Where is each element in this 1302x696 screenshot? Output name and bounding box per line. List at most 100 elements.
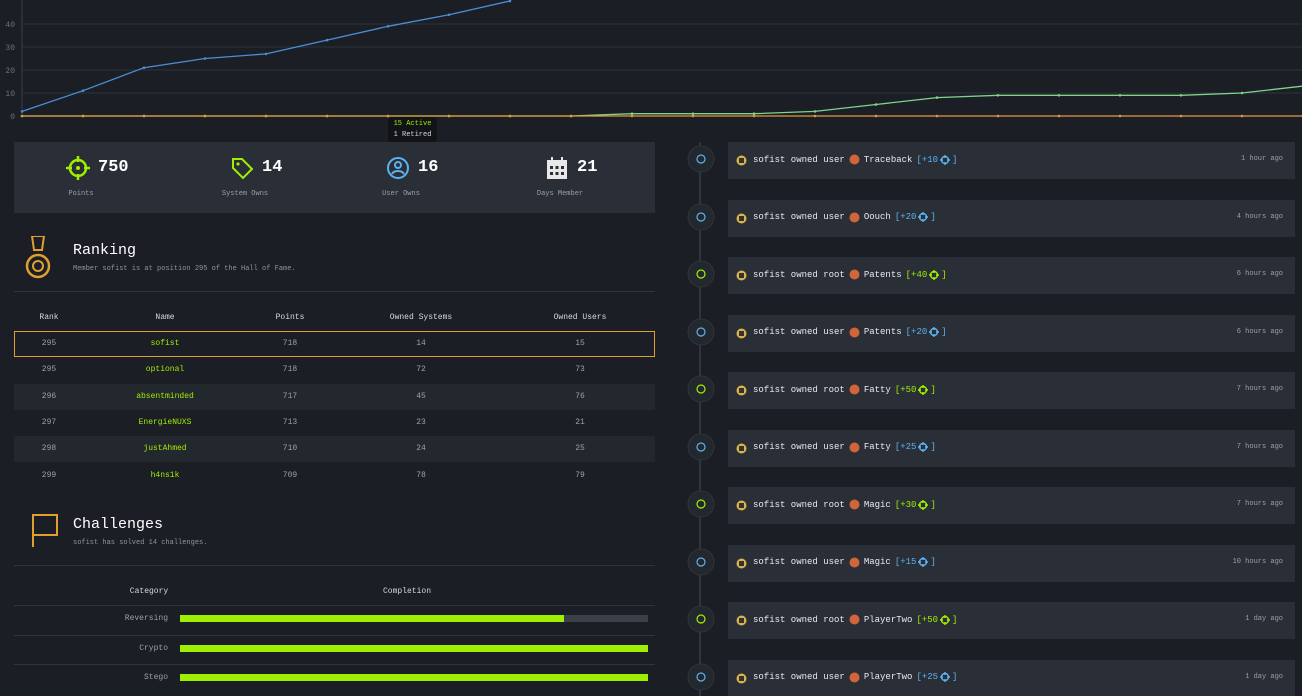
machine-icon xyxy=(849,269,860,280)
reward-close: ] xyxy=(941,269,947,280)
table-header: Owned Users xyxy=(553,313,607,322)
tooltip-line: 15 Active xyxy=(393,120,432,128)
timeline-node xyxy=(687,260,715,288)
reward: [+20 xyxy=(905,327,928,337)
stat-label: User Owns xyxy=(382,190,420,198)
stat-value: 14 xyxy=(262,158,283,177)
table-row xyxy=(14,436,655,463)
series-point xyxy=(386,114,390,118)
section-subtitle: Member sofist is at position 295 of the … xyxy=(73,265,296,273)
machine-icon xyxy=(849,614,860,625)
reward: [+40 xyxy=(905,269,928,280)
series-point xyxy=(1240,91,1244,95)
reward-close: ] xyxy=(930,442,936,452)
activity-line: sofist owned user Magic [+15] xyxy=(753,557,936,568)
table-cell: 710 xyxy=(282,444,298,454)
activity-card: sofist owned user Fatty [+25] 7 hours ago xyxy=(728,429,1295,467)
series-point xyxy=(996,94,1000,97)
activity-text: sofist owned user xyxy=(753,672,845,682)
machine-name: PlayerTwo xyxy=(863,672,913,682)
series-point xyxy=(874,114,878,118)
reward: [+10 xyxy=(916,154,939,165)
progress-track xyxy=(180,615,648,622)
activity-time: 1 day ago xyxy=(1245,672,1283,681)
series-point xyxy=(1118,114,1122,118)
machine-name: Magic xyxy=(863,557,891,567)
y-tick-label: 30 xyxy=(5,44,15,53)
table-cell: optional xyxy=(145,365,185,375)
progress-bar xyxy=(180,615,564,622)
user-avatar xyxy=(736,328,747,338)
reward: [+25 xyxy=(894,442,917,452)
table-header: Name xyxy=(155,313,175,322)
activity-card: sofist owned root Fatty [+50] 7 hours ago xyxy=(728,372,1295,409)
timeline-node xyxy=(687,318,715,345)
table-cell: 15 xyxy=(575,339,585,348)
table-cell: 79 xyxy=(575,470,585,480)
stat-value: 750 xyxy=(98,158,129,177)
table-cell: 296 xyxy=(41,391,57,401)
reward-close: ] xyxy=(930,212,936,222)
machine-icon xyxy=(849,499,860,510)
reward: [+50 xyxy=(916,614,939,625)
activity-card: sofist owned user PlayerTwo [+25] 1 day ago xyxy=(728,659,1295,696)
series-point xyxy=(1240,114,1244,118)
series-point xyxy=(874,103,878,106)
machine-name: Patents xyxy=(863,327,902,337)
reward-icon xyxy=(940,614,951,625)
stat-label: System Owns xyxy=(221,190,269,198)
activity-text: sofist owned root xyxy=(753,269,845,280)
table-row xyxy=(14,409,655,436)
reward: [+30 xyxy=(894,499,917,510)
activity-time: 4 hours ago xyxy=(1236,212,1283,221)
series-point xyxy=(447,114,451,118)
activity-time: 1 day ago xyxy=(1245,615,1283,623)
activity-line: sofist owned user Oouch [+20] xyxy=(753,212,936,223)
user-avatar xyxy=(736,155,747,166)
activity-line: sofist owned root Patents [+40] xyxy=(753,269,947,280)
activity-card: sofist owned user Oouch [+20] 4 hours ago xyxy=(728,199,1295,237)
stat-label: Days Member xyxy=(536,190,584,198)
machine-icon xyxy=(849,154,860,165)
series-point xyxy=(264,114,268,118)
timeline-node xyxy=(687,663,715,690)
activity-time: 6 hours ago xyxy=(1236,327,1283,336)
table-row xyxy=(14,383,655,410)
user-avatar xyxy=(736,443,747,453)
series-point xyxy=(691,112,695,115)
progress-track xyxy=(180,644,648,652)
series-point xyxy=(1179,94,1183,97)
machine-icon xyxy=(849,557,860,567)
table-cell: 78 xyxy=(416,470,426,480)
activity-line: sofist owned root Fatty [+50] xyxy=(753,384,936,395)
series-point xyxy=(813,114,817,118)
table-header: Points xyxy=(275,313,305,322)
table-row xyxy=(14,357,655,384)
table-cell: 14 xyxy=(416,339,426,348)
machine-name: Patents xyxy=(863,269,902,280)
activity-line: sofist owned user PlayerTwo [+25] xyxy=(753,672,957,683)
table-cell: 23 xyxy=(416,417,426,427)
machine-icon xyxy=(849,672,860,682)
divider xyxy=(14,634,655,636)
activity-text: sofist owned user xyxy=(753,557,845,567)
series-line xyxy=(21,0,511,113)
activity-text: sofist owned root xyxy=(753,384,845,395)
reward-close: ] xyxy=(952,614,958,625)
reward: [+20 xyxy=(894,212,917,222)
activity-line: sofist owned root PlayerTwo [+50] xyxy=(753,614,957,625)
activity-card: sofist owned root PlayerTwo [+50] 1 day ago xyxy=(728,602,1295,639)
series-point xyxy=(142,66,146,69)
category-label: Reversing xyxy=(124,614,168,623)
reward-icon xyxy=(918,442,929,452)
challenges-icon xyxy=(32,514,58,547)
machine-name: Oouch xyxy=(863,212,891,222)
series-point xyxy=(508,0,512,3)
stat-icon xyxy=(66,156,90,180)
reward-icon xyxy=(918,384,929,395)
progress-track xyxy=(180,674,648,681)
series-point xyxy=(20,114,24,118)
stat-icon xyxy=(232,158,254,180)
series-point xyxy=(935,114,939,118)
